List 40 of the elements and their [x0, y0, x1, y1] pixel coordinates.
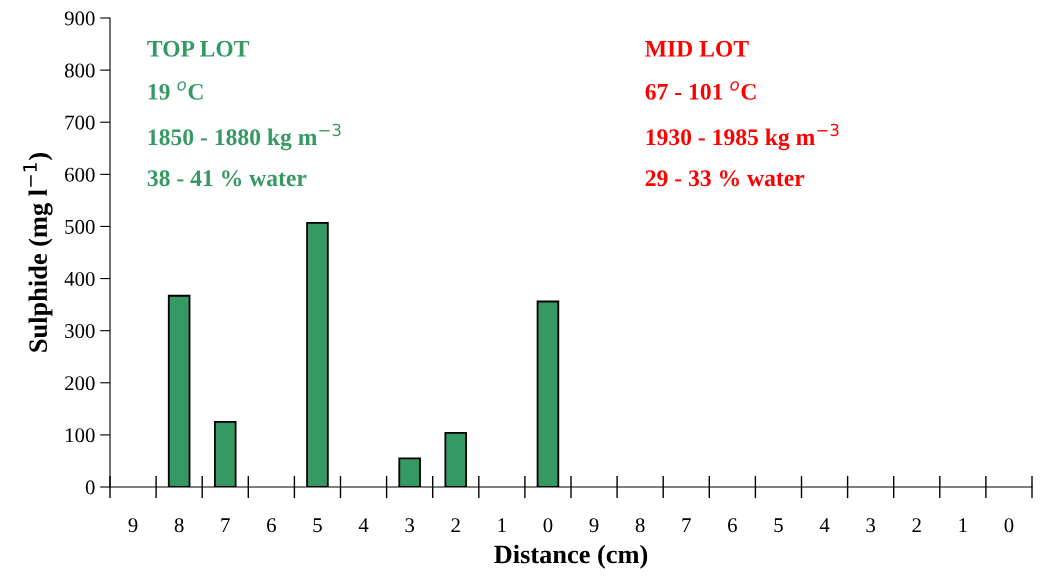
x-tick-label: 4	[358, 518, 369, 533]
y-tick-label: 0	[85, 480, 95, 495]
y-tick-label: 600	[65, 167, 95, 182]
x-tick-label: 5	[313, 518, 322, 533]
x-tick-label: 4	[819, 518, 830, 533]
x-axis-title: Distance (cm)	[494, 544, 648, 569]
x-tick-label: 8	[174, 518, 184, 533]
annotation: 19 $^{o}$C	[148, 81, 203, 100]
y-tick-label: 800	[64, 63, 95, 78]
x-tick-label: 0	[1004, 518, 1014, 533]
annotation: 38 - 41 % water	[147, 170, 307, 187]
x-tick-label: 2	[451, 518, 460, 533]
x-tick-label: 6	[267, 518, 276, 533]
x-tick-label: 1	[959, 518, 967, 533]
y-axis-title: Sulphide (mg l$^{−1}$)	[23, 153, 53, 352]
annotation: TOP LOT	[147, 40, 250, 57]
x-tick-label: 9	[589, 518, 599, 533]
x-tick-label: 8	[635, 518, 645, 533]
x-tick-label: 7	[221, 518, 230, 533]
x-tick-label: 0	[543, 518, 553, 533]
y-tick-label: 400	[64, 271, 95, 286]
annotation: 67 - 101 $^{o}$C	[645, 81, 756, 100]
y-tick-label: 300	[65, 324, 95, 339]
annotation: MID LOT	[645, 40, 749, 57]
y-tick-label: 100	[66, 428, 95, 443]
y-tick-label: 500	[65, 219, 95, 234]
x-tick-label: 9	[128, 518, 138, 533]
y-tick-label: 200	[65, 376, 95, 391]
x-tick-label: 3	[405, 518, 415, 533]
x-tick-label: 3	[866, 518, 876, 533]
x-tick-label: 7	[682, 518, 691, 533]
x-tick-label: 6	[728, 518, 737, 533]
annotation: 1930 - 1985 kg m$^{−3}$	[646, 123, 839, 151]
x-tick-label: 5	[774, 518, 783, 533]
x-tick-label: 2	[912, 518, 921, 533]
annotation: 1850 - 1880 kg m$^{−3}$	[148, 123, 341, 151]
annotation: 29 - 33 % water	[645, 170, 805, 187]
x-tick-label: 1	[498, 518, 506, 533]
y-tick-label: 900	[64, 11, 95, 26]
y-tick-label: 700	[65, 115, 95, 130]
